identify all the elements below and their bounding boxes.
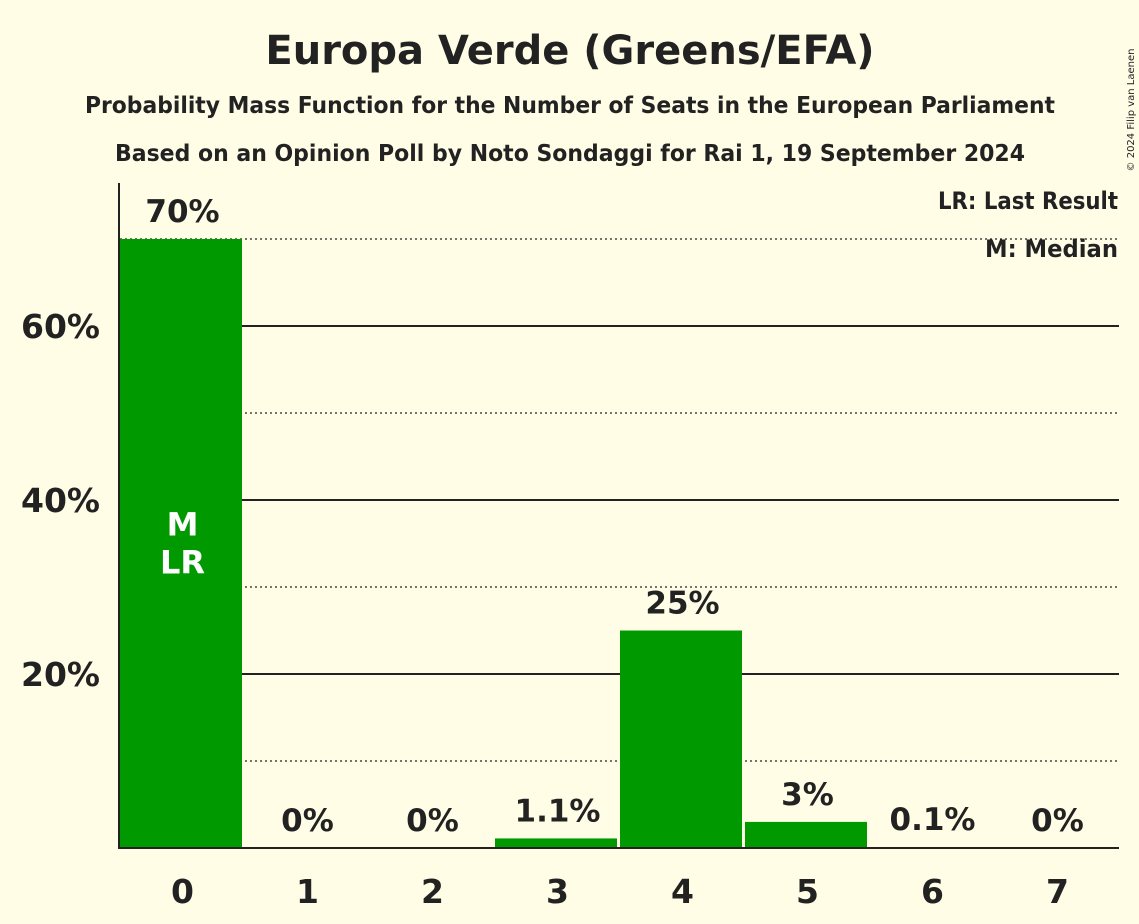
bar-5 — [745, 821, 867, 848]
y-tick-labels: 20% 40% 60% — [21, 307, 100, 694]
x-tick-label-6: 6 — [921, 872, 944, 911]
x-tick-label-0: 0 — [171, 872, 194, 911]
x-tick-label-3: 3 — [546, 872, 569, 911]
value-label-6: 0.1% — [890, 802, 976, 838]
gridlines — [120, 238, 1119, 762]
x-tick-labels: 0 1 2 3 4 5 6 7 — [171, 872, 1069, 911]
chart-subtitle-1: Probability Mass Function for the Number… — [85, 93, 1055, 119]
value-label-5: 3% — [781, 777, 834, 813]
copyright-notice: © 2024 Filip van Laenen — [1126, 49, 1137, 172]
value-label-7: 0% — [1031, 803, 1084, 839]
x-tick-label-1: 1 — [296, 872, 319, 911]
bar-annotation-m: M — [167, 506, 199, 544]
bar-3 — [495, 838, 617, 848]
x-tick-label-2: 2 — [421, 872, 444, 911]
value-label-1: 0% — [281, 803, 334, 839]
bars — [120, 239, 992, 848]
chart-title: Europa Verde (Greens/EFA) — [265, 28, 874, 74]
value-label-3: 1.1% — [515, 793, 601, 829]
value-label-4: 25% — [645, 586, 719, 622]
legend-median: M: Median — [985, 235, 1118, 263]
axes — [118, 183, 1119, 849]
bar-annotations: MLR — [160, 506, 205, 582]
x-tick-label-5: 5 — [796, 872, 819, 911]
value-label-2: 0% — [406, 803, 459, 839]
value-labels: 70% 0% 0% 1.1% 25% 3% 0.1% 0% — [145, 194, 1083, 839]
bar-4 — [620, 630, 742, 848]
value-label-0: 70% — [145, 194, 219, 230]
x-tick-label-4: 4 — [671, 872, 694, 911]
y-tick-label: 60% — [21, 307, 100, 346]
chart-subtitle-2: Based on an Opinion Poll by Noto Sondagg… — [115, 141, 1025, 167]
bar-annotation-lr: LR — [160, 544, 205, 582]
y-tick-label: 40% — [21, 481, 100, 520]
x-tick-label-7: 7 — [1046, 872, 1069, 911]
legend-last-result: LR: Last Result — [938, 187, 1118, 215]
bar-0 — [120, 239, 242, 848]
y-tick-label: 20% — [21, 655, 100, 694]
